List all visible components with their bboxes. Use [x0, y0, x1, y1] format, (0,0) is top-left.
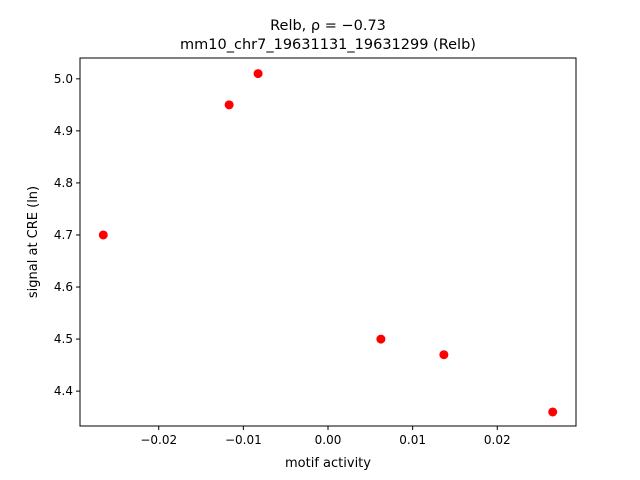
- x-tick-label: 0.00: [315, 433, 342, 447]
- point: [376, 334, 386, 344]
- x-tick-label: −0.01: [225, 433, 262, 447]
- plot-frame: [79, 57, 577, 427]
- point: [253, 69, 263, 79]
- x-axis-label: motif activity: [285, 456, 371, 471]
- point: [98, 230, 108, 240]
- y-tick-label: 4.8: [54, 176, 73, 190]
- y-tick-label: 4.4: [54, 384, 73, 398]
- x-tick-label: 0.01: [399, 433, 426, 447]
- chart-title: Relb, ρ = −0.73: [270, 18, 386, 34]
- point: [548, 407, 558, 417]
- y-tick-label: 4.5: [54, 332, 73, 346]
- y-axis-label: signal at CRE (ln): [26, 186, 41, 298]
- point: [224, 100, 234, 110]
- chart-subtitle: mm10_chr7_19631131_19631299 (Relb): [180, 37, 476, 53]
- y-tick-label: 4.7: [54, 228, 73, 242]
- x-tick-label: −0.02: [140, 433, 177, 447]
- y-tick-label: 4.6: [54, 280, 73, 294]
- y-tick-label: 5.0: [54, 72, 73, 86]
- y-tick-label: 4.9: [54, 124, 73, 138]
- point: [439, 350, 449, 360]
- x-tick-label: 0.02: [484, 433, 511, 447]
